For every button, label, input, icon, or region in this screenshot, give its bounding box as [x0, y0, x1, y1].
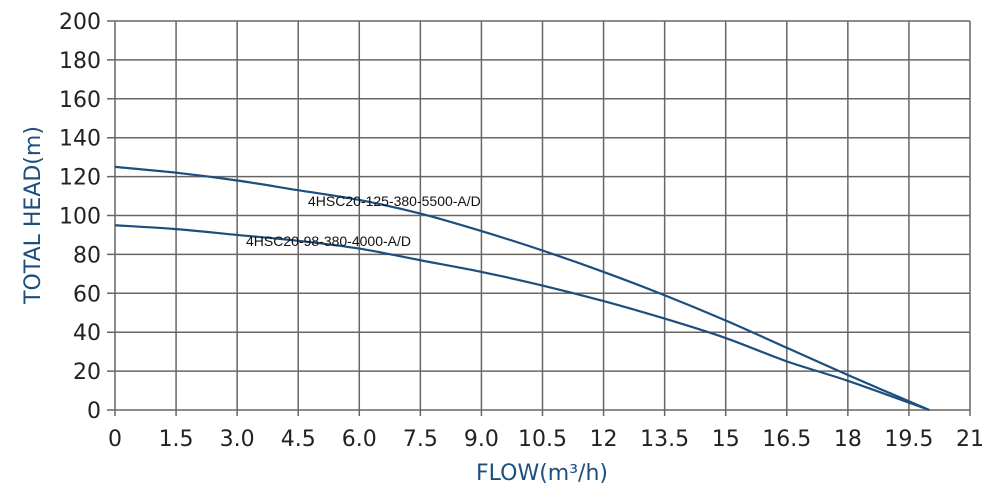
x-tick-label: 19.5	[884, 427, 933, 452]
y-axis-label: TOTAL HEAD(m)	[21, 126, 46, 305]
x-tick-label: 15	[712, 427, 740, 452]
x-tick-label: 9.0	[464, 427, 499, 452]
y-tick-label: 40	[73, 321, 101, 346]
x-tick-label: 3.0	[220, 427, 255, 452]
x-tick-label: 16.5	[762, 427, 811, 452]
grid	[107, 20, 971, 416]
y-tick-label: 100	[59, 205, 101, 230]
y-tick-label: 20	[73, 360, 101, 385]
x-axis-ticks: 0 1.5 3.0 4.5 6.0 7.5 9.0 10.5 12 13.5 15 16.5 18 19.…	[108, 427, 984, 452]
x-tick-label: 0	[108, 427, 122, 452]
y-tick-label: 200	[59, 10, 101, 35]
x-tick-label: 10.5	[518, 427, 567, 452]
x-tick-label: 12	[590, 427, 618, 452]
series-label-5500: 4HSC20-125-380-5500-A/D	[308, 193, 481, 209]
x-tick-label: 4.5	[281, 427, 316, 452]
series-lines	[114, 165, 930, 412]
series-label-4000: 4HSC20-98-380-4000-A/D	[246, 233, 411, 249]
y-tick-label: 60	[73, 282, 101, 307]
x-tick-label: 1.5	[159, 427, 194, 452]
y-tick-label: 140	[59, 127, 101, 152]
y-axis-ticks: 0 20 40 60 80 100 120 140 160 180 200	[59, 10, 101, 424]
series-line-1	[114, 224, 930, 412]
series-line-0	[114, 165, 930, 412]
x-tick-label: 7.5	[403, 427, 438, 452]
y-tick-label: 160	[59, 88, 101, 113]
x-tick-label: 21	[956, 427, 984, 452]
x-tick-label: 18	[834, 427, 862, 452]
y-tick-label: 80	[73, 243, 101, 268]
y-tick-label: 180	[59, 49, 101, 74]
x-tick-label: 13.5	[640, 427, 689, 452]
x-tick-label: 6.0	[342, 427, 377, 452]
y-tick-label: 0	[87, 399, 101, 424]
y-tick-label: 120	[59, 166, 101, 191]
x-axis-label: FLOW(m³/h)	[476, 461, 608, 486]
